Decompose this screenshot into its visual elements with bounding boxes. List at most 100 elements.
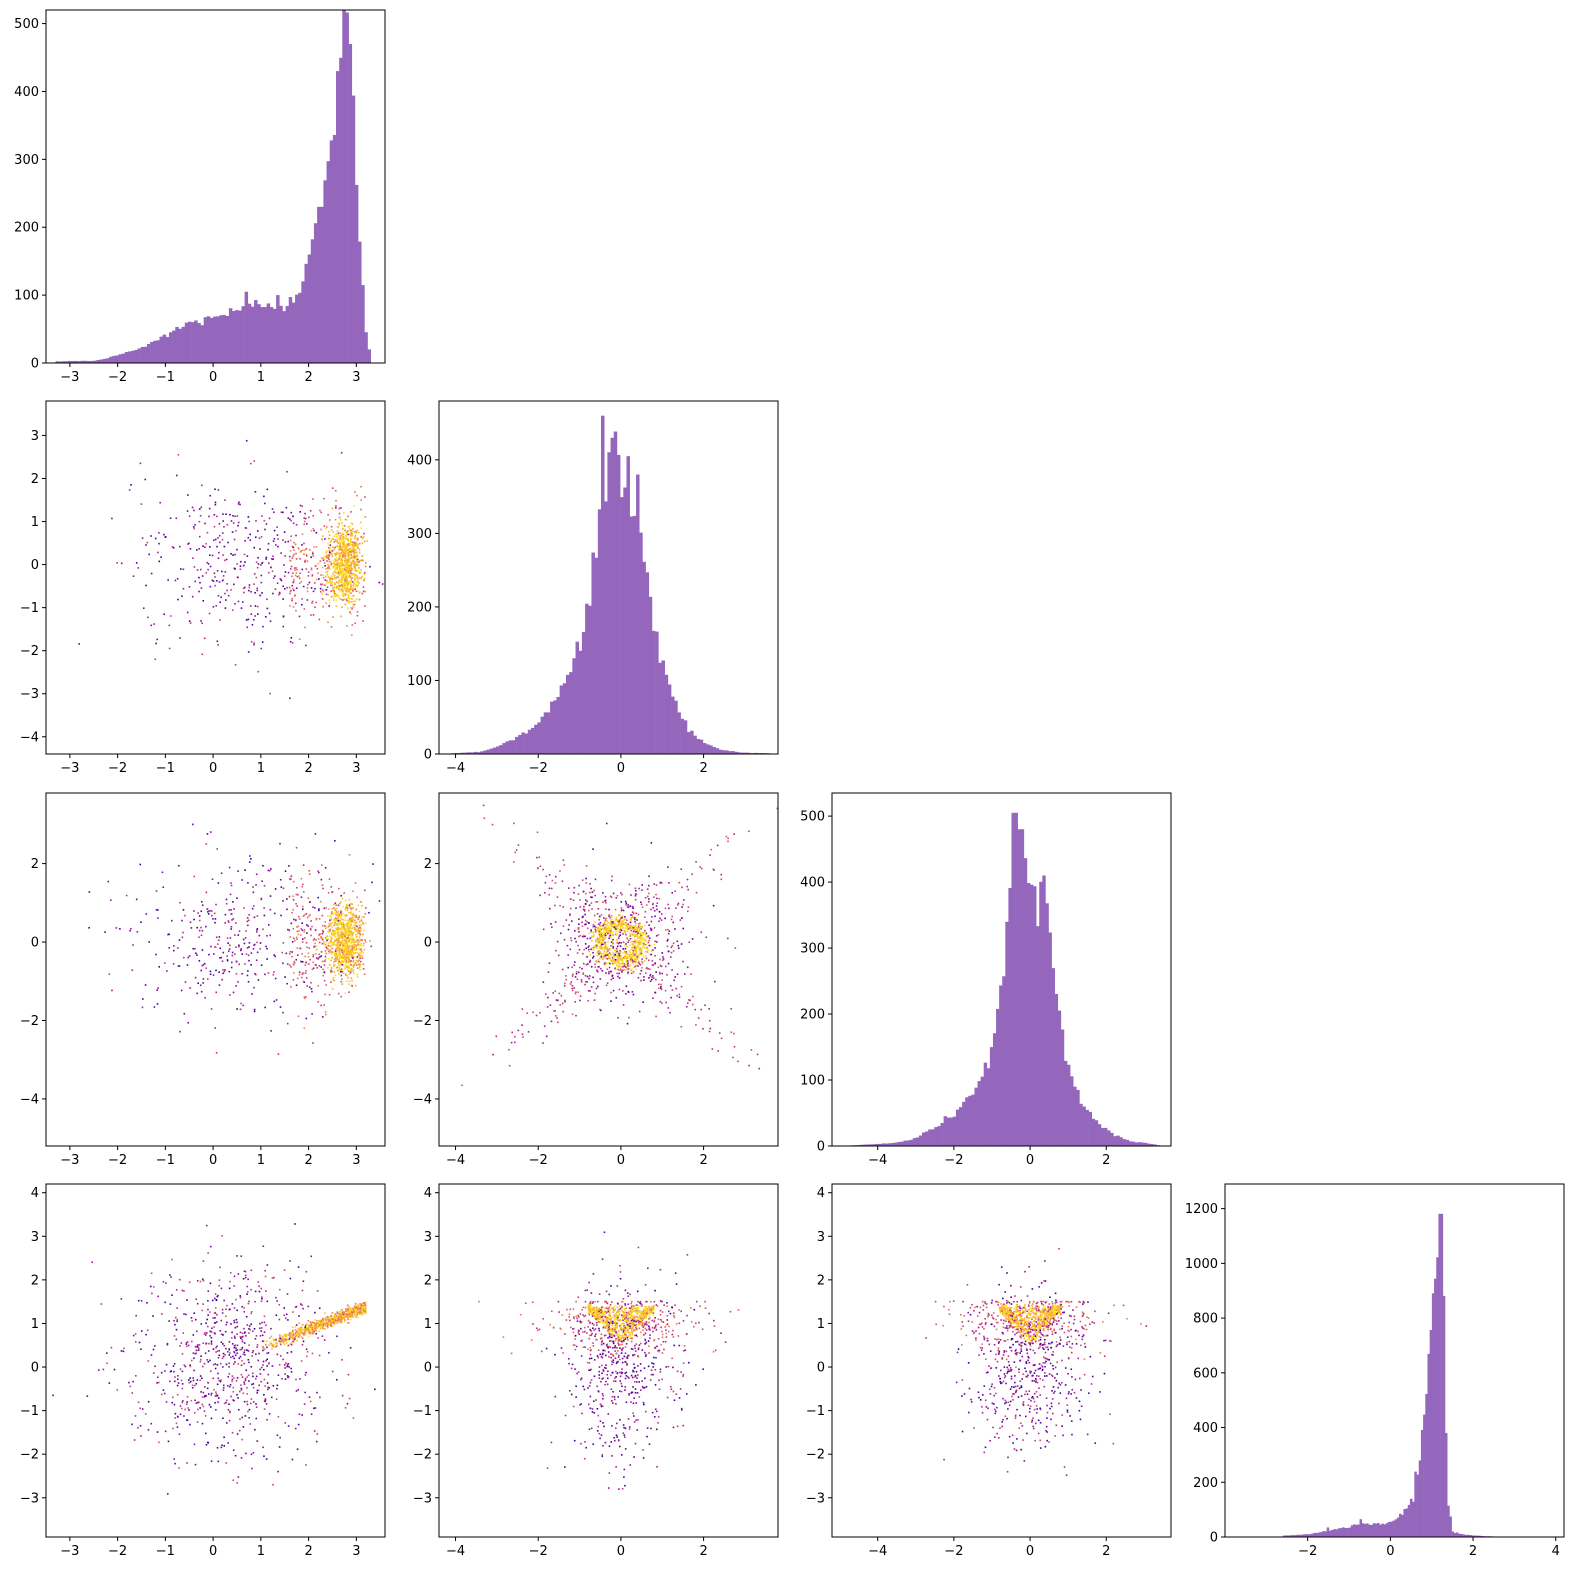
scatter-point [111, 989, 113, 992]
scatter-point [346, 574, 348, 577]
histogram-bar [1076, 1089, 1080, 1146]
scatter-point [247, 924, 249, 927]
scatter-point [219, 619, 221, 621]
scatter-point [350, 934, 352, 937]
scatter-point [198, 576, 200, 579]
histogram-bar [1423, 1414, 1426, 1537]
scatter-point [350, 540, 352, 543]
scatter-point [213, 953, 215, 955]
scatter-point [588, 975, 591, 977]
scatter-point [355, 551, 358, 554]
scatter-point [250, 590, 252, 593]
scatter-point [608, 971, 611, 973]
scatter-point [305, 913, 308, 915]
scatter-point [627, 941, 629, 943]
scatter-point [236, 515, 239, 517]
y-tick-label: 100 [800, 1074, 825, 1089]
scatter-point [606, 927, 608, 930]
scatter-point [163, 533, 165, 536]
scatter-point [344, 956, 347, 958]
scatter-point [282, 962, 284, 965]
scatter-point [240, 1002, 242, 1005]
histogram-bar [1113, 1136, 1117, 1146]
scatter-point [234, 568, 236, 570]
scatter-point [661, 1002, 663, 1004]
scatter-point [325, 555, 327, 558]
scatter-point [539, 894, 541, 897]
scatter-point [340, 572, 343, 575]
scatter-point [336, 532, 339, 535]
scatter-point [340, 563, 342, 565]
scatter-point [339, 547, 341, 549]
scatter-point [343, 951, 345, 954]
scatter-point [107, 880, 110, 883]
scatter-point [344, 584, 346, 587]
scatter-point [350, 580, 353, 583]
scatter-point [331, 907, 334, 910]
scatter-point [255, 959, 258, 961]
scatter-point [312, 1042, 314, 1044]
scatter-point [279, 578, 282, 580]
scatter-point [596, 961, 599, 964]
scatter-point [261, 592, 263, 594]
scatter-point [609, 935, 612, 938]
scatter-point [371, 881, 373, 884]
histogram-bar [1460, 1533, 1463, 1537]
scatter-point [638, 927, 640, 930]
scatter-point [340, 970, 342, 973]
scatter-point [358, 576, 361, 579]
scatter-point [339, 553, 342, 556]
histogram-bar [922, 1132, 926, 1146]
scatter-point [613, 956, 615, 959]
histogram-bar [194, 320, 198, 363]
scatter-point [349, 540, 352, 542]
scatter-point [678, 993, 681, 996]
scatter-point [668, 950, 670, 953]
scatter-point [250, 952, 253, 954]
scatter-point [343, 939, 346, 941]
scatter-point [332, 550, 335, 553]
scatter-point [720, 873, 722, 876]
scatter-point [241, 972, 244, 975]
scatter-point [320, 878, 323, 881]
scatter-point [355, 557, 357, 560]
scatter-point [640, 940, 642, 943]
scatter-point [646, 946, 649, 949]
scatter-point [352, 952, 355, 954]
scatter-point [686, 910, 689, 913]
scatter-point [645, 947, 648, 949]
histogram-bar [1317, 1532, 1321, 1537]
scatter-point [306, 916, 309, 919]
histogram-bar [260, 307, 264, 363]
scatter-point [347, 976, 349, 979]
scatter-point [351, 951, 354, 954]
scatter-point [182, 909, 185, 911]
scatter-point [206, 908, 209, 910]
scatter-point [321, 942, 324, 945]
scatter-point [621, 925, 624, 927]
scatter-point [339, 941, 342, 944]
scatter-point [214, 576, 216, 578]
scatter-point [244, 963, 246, 965]
scatter-point [290, 511, 293, 514]
histogram-bar [476, 752, 481, 754]
scatter-point [350, 613, 352, 615]
scatter-point [346, 952, 348, 954]
histogram-bar [358, 241, 362, 363]
scatter-point [632, 912, 635, 915]
scatter-point [242, 938, 245, 941]
scatter-point [341, 934, 344, 937]
scatter-point [624, 916, 626, 918]
scatter-point [351, 581, 354, 583]
scatter-point [168, 933, 170, 936]
scatter-point [331, 575, 333, 578]
scatter-point [633, 949, 636, 952]
histogram-bar [1434, 1278, 1437, 1537]
scatter-point [340, 598, 342, 601]
scatter-point [617, 937, 620, 940]
scatter-point [201, 929, 204, 932]
scatter-point [342, 543, 345, 545]
scatter-point [306, 932, 308, 934]
scatter-point [337, 958, 339, 960]
scatter-point [645, 972, 647, 974]
